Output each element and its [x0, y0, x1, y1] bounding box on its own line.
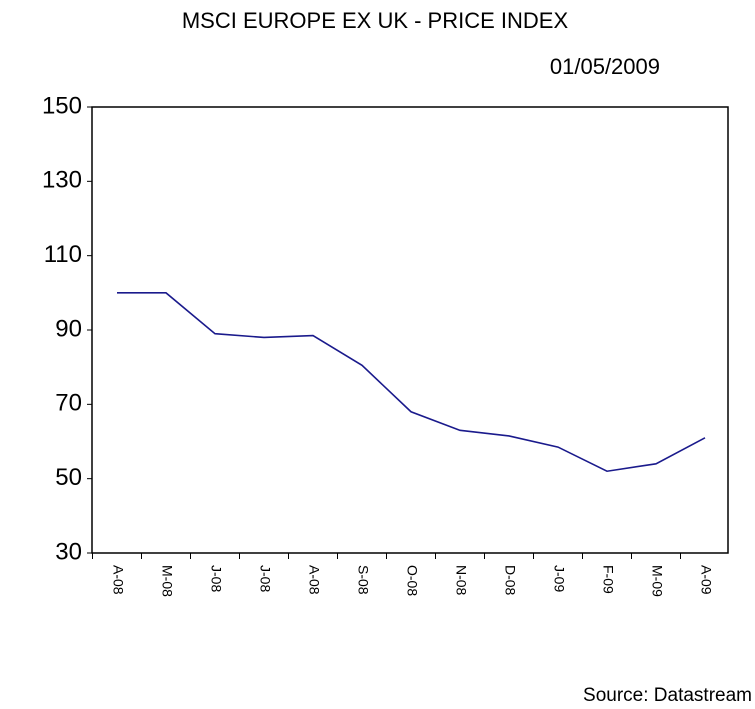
x-tick-label: N-08	[453, 565, 469, 596]
y-tick-label: 70	[55, 390, 82, 417]
x-tick-label: M-09	[649, 565, 665, 597]
x-tick-label: O-08	[404, 565, 420, 596]
source-note: Source: Datastream	[583, 685, 752, 706]
chart-title: MSCI EUROPE EX UK - PRICE INDEX	[182, 8, 569, 33]
plot-frame	[91, 106, 729, 554]
y-tick-label: 110	[44, 241, 82, 268]
y-tick-label: 90	[55, 315, 82, 342]
x-tick-label: A-08	[110, 565, 126, 595]
line-series	[117, 292, 706, 473]
y-tick-label: 30	[55, 538, 82, 565]
x-tick-label: J-08	[208, 565, 224, 592]
x-tick-label: A-09	[698, 565, 714, 595]
x-tick-label: A-08	[306, 565, 322, 595]
chart-subtitle: 01/05/2009	[550, 54, 660, 79]
y-tick-label: 50	[55, 464, 82, 491]
x-tick-label: D-08	[502, 565, 518, 596]
x-tick-label: J-08	[257, 565, 273, 592]
x-tick-label: J-09	[551, 565, 567, 592]
x-tick-label: F-09	[600, 565, 616, 594]
y-tick-label: 150	[42, 92, 82, 119]
x-tick-label: M-08	[159, 565, 175, 597]
y-tick-label: 130	[42, 167, 82, 194]
x-tick-label: S-08	[355, 565, 371, 595]
